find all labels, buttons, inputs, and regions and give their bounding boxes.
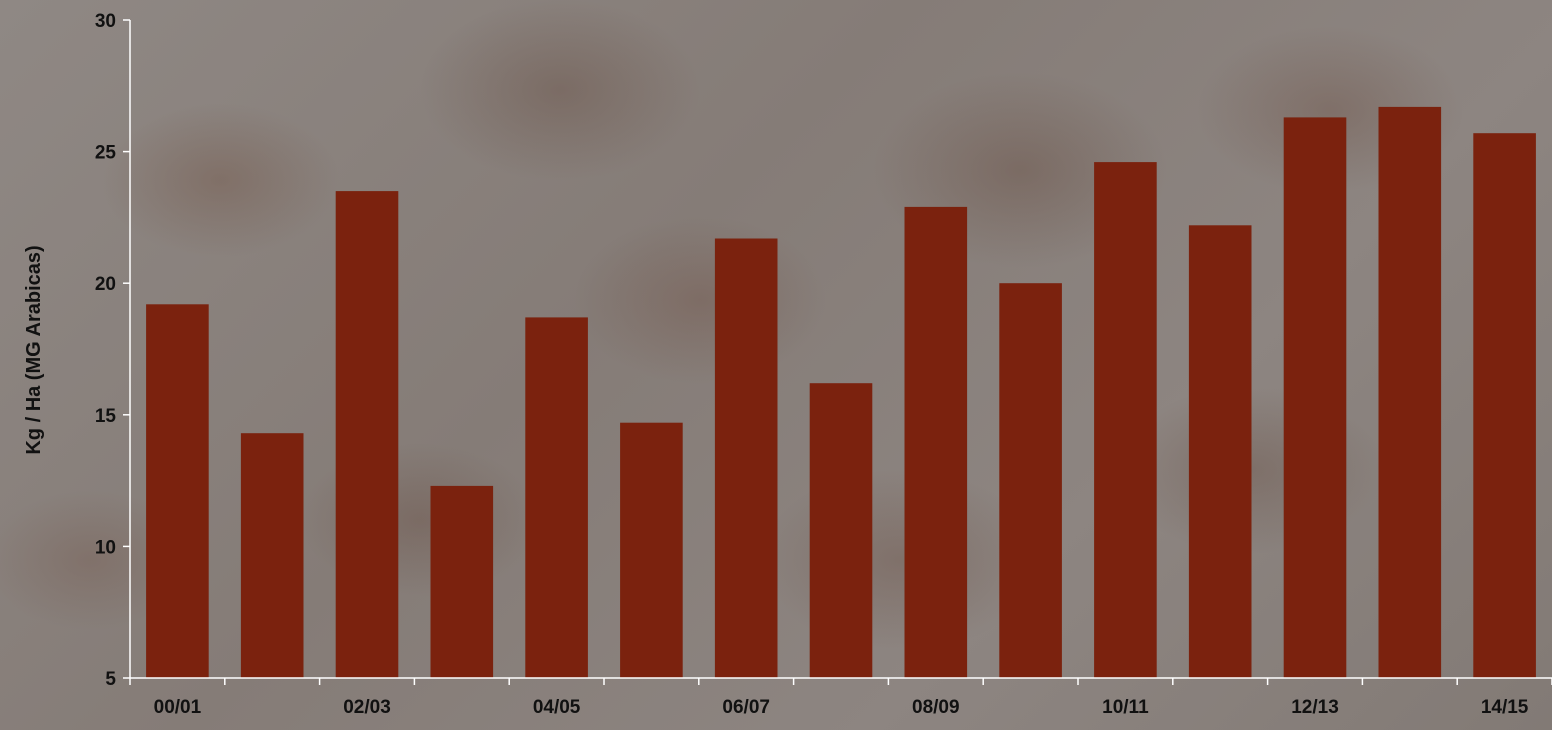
bar-03-04 — [430, 485, 494, 678]
x-ticks-group: 00/01 02/03 04/05 06/07 08/09 10/11 12/13 14/15 — [129, 678, 1552, 718]
x-tick-label: 08/09 — [912, 697, 960, 718]
x-tick-label: 02/03 — [343, 697, 391, 718]
bar-07-08 — [809, 383, 873, 678]
bar-00-01 — [146, 304, 209, 678]
bar-01-02 — [240, 433, 304, 678]
x-tick-label: 04/05 — [533, 697, 581, 718]
bar-11-12 — [1188, 225, 1252, 679]
bar-06-07 — [714, 238, 778, 678]
bar-04-05 — [525, 317, 588, 678]
bars-group — [146, 106, 1536, 679]
x-tick-label: 10/11 — [1102, 697, 1149, 718]
axes-group — [129, 20, 1552, 679]
y-ticks-group: 5 10 15 20 25 30 — [95, 11, 130, 690]
bar-12-13 — [1283, 117, 1347, 678]
x-tick-label: 12/13 — [1291, 697, 1339, 718]
x-tick-label: 00/01 — [154, 697, 202, 718]
y-tick-label: 10 — [95, 537, 116, 558]
bar-09-10 — [999, 283, 1062, 678]
bar-10-11 — [1094, 162, 1157, 679]
y-tick-label: 5 — [105, 669, 116, 690]
y-tick-label: 20 — [95, 274, 116, 295]
y-axis-title: Kg / Ha (MG Arabicas) — [23, 245, 45, 454]
bar-08-09 — [904, 206, 968, 678]
y-tick-label: 15 — [95, 406, 117, 427]
y-tick-label: 30 — [95, 11, 116, 32]
y-tick-label: 25 — [95, 143, 117, 164]
x-tick-label: 14/15 — [1481, 697, 1529, 718]
bar-02-03 — [335, 191, 399, 678]
bar-05-06 — [620, 422, 683, 678]
bar-13-14 — [1378, 106, 1442, 678]
x-tick-label: 06/07 — [722, 697, 770, 718]
bar-14-15 — [1473, 133, 1536, 678]
